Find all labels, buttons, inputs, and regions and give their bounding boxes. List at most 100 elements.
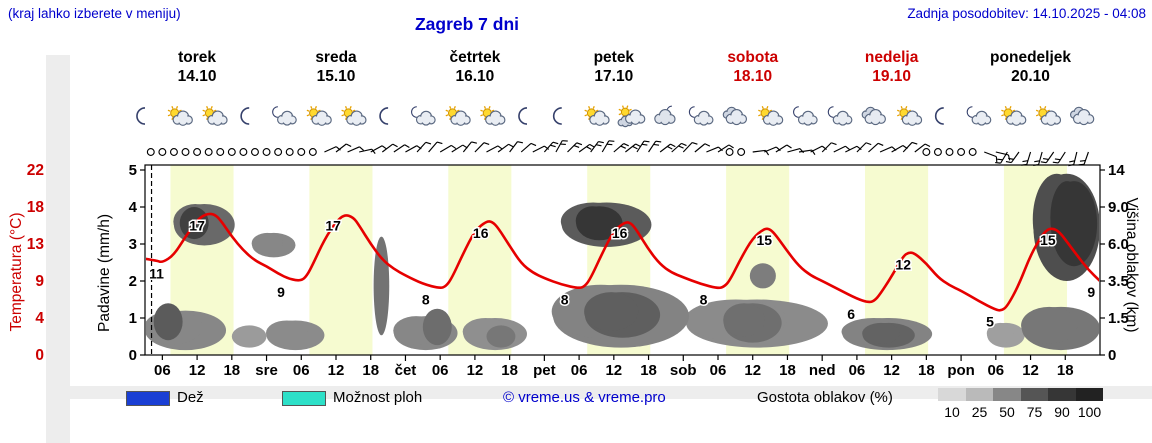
weather-icon-sun-cloud: [341, 105, 367, 126]
wind-calm-icon: [922, 148, 931, 156]
cloud-cover-blob: [231, 325, 267, 348]
hour-tick-label: 18: [640, 362, 657, 379]
day-header-petek: petek 17.10: [544, 48, 684, 86]
cloud-cover-blob: [486, 325, 516, 348]
cloud-cover-blob: [153, 303, 183, 341]
wind-calm-icon: [274, 148, 283, 156]
weather-icon-moon-cloud: [827, 106, 853, 126]
wind-barb-icon: [381, 143, 398, 153]
precip-tick-label: 1: [129, 310, 137, 327]
precip-tick-label: 3: [129, 236, 137, 253]
precip-tick-label: 5: [129, 162, 137, 179]
day-date: 20.10: [1011, 68, 1050, 85]
hour-tick-label: 06: [432, 362, 449, 379]
wind-barb-icon: [902, 141, 918, 153]
temperature-value-label: 11: [149, 266, 164, 282]
weather-icon-sun-cloud: [445, 105, 471, 126]
weather-icon-moon: [136, 107, 146, 125]
hour-tick-label: 18: [779, 362, 796, 379]
density-scale-label: 100: [1077, 404, 1102, 420]
weather-icon-moon: [518, 107, 528, 125]
wind-barb-icon: [613, 143, 629, 153]
cloud-height-tick-label: 1.5: [1108, 310, 1129, 327]
wind-calm-icon: [193, 148, 202, 156]
wind-barb-icon: [868, 142, 884, 153]
temperature-curve: [146, 212, 1099, 312]
hour-tick-label: 06: [293, 362, 310, 379]
precip-tick-label: 2: [129, 273, 137, 290]
wind-calm-icon: [945, 148, 954, 156]
wind-calm-icon: [239, 148, 248, 156]
wind-calm-icon: [216, 148, 225, 156]
day-boundary-label: čet: [395, 362, 417, 379]
day-date: 19.10: [872, 68, 912, 85]
wind-barb-icon: [648, 140, 662, 153]
wind-barb-icon: [324, 146, 341, 153]
wind-barb-icon: [497, 143, 514, 153]
wind-barb-icon: [682, 141, 698, 153]
wind-barb-icon: [567, 142, 583, 153]
weather-icon-cloud: [722, 106, 748, 126]
density-scale-cell: [965, 388, 993, 401]
density-scale-label: 25: [971, 404, 988, 420]
wind-barb-icon: [1033, 151, 1043, 167]
cloud-height-tick-label: 9.0: [1108, 199, 1129, 216]
day-boundary-label: sre: [255, 362, 278, 379]
showers-legend-label: Možnost ploh: [333, 389, 423, 406]
copyright-link[interactable]: © vreme.us & vreme.pro: [503, 389, 666, 406]
wind-calm-icon: [250, 148, 259, 156]
weather-icon-sun-cloud: [758, 105, 784, 126]
day-header-sreda: sreda 15.10: [266, 48, 406, 86]
wind-barb-icon: [717, 144, 734, 153]
day-header-četrtek: četrtek 16.10: [405, 48, 545, 86]
wind-barb-icon: [671, 142, 687, 153]
rain-legend-swatch: [126, 391, 170, 406]
temperature-value-label: 5: [986, 314, 994, 330]
day-header-nedelja: nedelja 19.10: [822, 48, 962, 86]
day-header-sobota: sobota 18.10: [683, 48, 823, 86]
wind-barb-icon: [416, 141, 432, 153]
weather-icon-cloud-moon: [654, 105, 676, 126]
wind-calm-icon: [308, 148, 317, 156]
hour-tick-label: 06: [849, 362, 866, 379]
wind-barb-icon: [335, 143, 352, 153]
temperature-value-label: 8: [561, 291, 569, 307]
cloud-cover-blob: [986, 322, 1014, 344]
wind-calm-icon: [262, 148, 271, 156]
cloud-cover-blob: [265, 320, 308, 346]
cloud-height-tick-label: 6.0: [1108, 236, 1129, 253]
temperature-value-label: 8: [700, 291, 708, 307]
hour-tick-label: 12: [1022, 362, 1039, 379]
wind-barb-icon: [694, 143, 711, 153]
weather-icon-cloud: [1069, 106, 1095, 126]
temperature-tick-label: 9: [35, 273, 44, 290]
showers-legend-swatch: [282, 391, 326, 406]
density-scale-cell: [1075, 388, 1103, 401]
wind-barb-icon: [1040, 151, 1055, 164]
density-scale-cell: [993, 388, 1021, 401]
temperature-value-label: 8: [422, 291, 430, 307]
hour-tick-label: 12: [744, 362, 761, 379]
x-axis-labels: 06 12 18 06 12 18 sre 06 12 18 čet 06 12 18 pet 06 12 18 s…: [154, 355, 1074, 379]
wind-barb-icon: [1021, 151, 1032, 166]
temperature-value-labels: 11 17 9 17 8 16 8 16 8 15 6 12 5 15 9: [148, 216, 1097, 331]
last-updated: Zadnja posodobitev: 14.10.2025 - 04:08: [907, 6, 1146, 21]
wind-barb-icon: [787, 148, 805, 154]
wind-barb-icon: [370, 145, 387, 153]
cloud-cover-layer: [146, 173, 1099, 351]
hour-tick-label: 12: [328, 362, 345, 379]
precip-tick-label: 4: [129, 199, 138, 216]
temperature-value-label: 16: [612, 225, 628, 241]
day-boundary-label: ned: [809, 362, 836, 379]
wind-barb-icon: [590, 141, 604, 153]
temperature-tick-label: 18: [27, 199, 45, 216]
hour-tick-label: 12: [467, 362, 484, 379]
density-scale-label: 75: [1026, 404, 1043, 420]
location-hint: (kraj lahko izberete v meniju): [8, 6, 181, 21]
hour-tick-label: 18: [918, 362, 935, 379]
wind-barb-icon: [821, 142, 837, 153]
weather-icon-moon-cloud: [272, 106, 297, 126]
